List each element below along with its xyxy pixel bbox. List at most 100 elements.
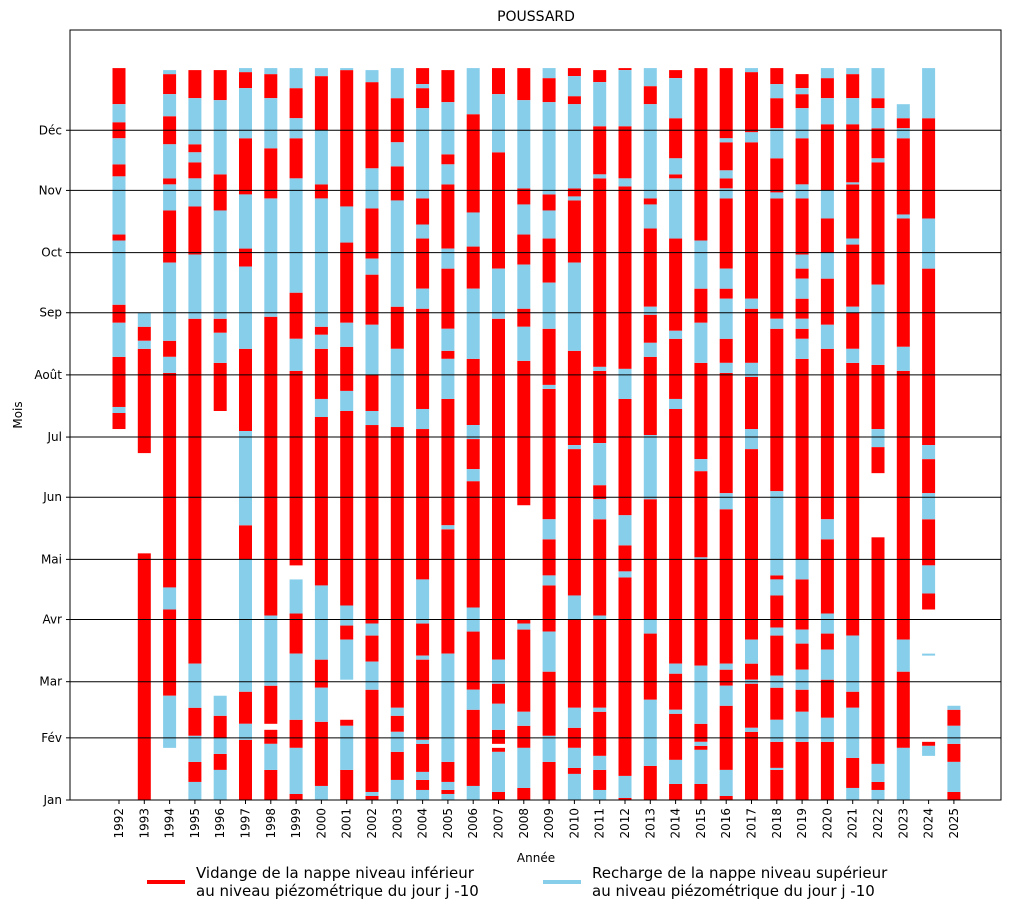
segment: [922, 268, 936, 446]
segment: [922, 493, 936, 520]
segment: [365, 374, 379, 411]
segment: [365, 168, 379, 209]
segment: [745, 639, 758, 664]
segment: [820, 717, 834, 742]
segment: [314, 334, 328, 349]
segment: [567, 262, 581, 351]
segment: [466, 425, 480, 440]
segment: [517, 787, 531, 800]
x-tick-label: 2021: [846, 808, 860, 839]
segment: [492, 68, 505, 95]
segment: [618, 577, 632, 776]
segment: [239, 68, 252, 73]
segment: [643, 633, 657, 700]
segment: [365, 258, 379, 275]
segment: [314, 68, 328, 77]
plot-frame: [69, 29, 1002, 801]
segment: [618, 398, 632, 516]
segment: [871, 364, 885, 430]
segment: [163, 356, 177, 373]
segment: [846, 238, 860, 245]
segment: [643, 228, 657, 307]
segment: [795, 74, 809, 89]
segment: [466, 246, 480, 289]
segment: [846, 182, 860, 185]
segment: [896, 671, 910, 748]
segment: [239, 723, 252, 740]
segment: [314, 130, 328, 185]
segment: [314, 348, 328, 399]
segment: [239, 431, 252, 526]
segment: [795, 711, 809, 742]
segment: [289, 653, 303, 720]
segment: [264, 148, 278, 199]
segment: [795, 138, 809, 185]
segment: [416, 655, 430, 660]
segment: [466, 709, 480, 786]
segment: [542, 519, 556, 540]
x-tick-label: 1998: [264, 808, 278, 839]
segment: [517, 629, 531, 712]
segment: [846, 348, 860, 363]
segment: [542, 68, 556, 79]
segment: [416, 288, 430, 309]
segment: [542, 585, 556, 632]
segment: [416, 429, 430, 580]
segment: [770, 595, 784, 628]
segment: [112, 322, 126, 357]
segment: [163, 210, 177, 263]
segment: [542, 631, 556, 672]
segment: [441, 525, 455, 530]
segment: [820, 649, 834, 680]
segment: [340, 769, 354, 800]
segment: [719, 795, 733, 800]
segment: [390, 715, 404, 732]
segment: [669, 713, 683, 760]
segment: [745, 727, 758, 732]
segment: [542, 78, 556, 103]
segment: [517, 264, 531, 309]
segment: [492, 268, 505, 319]
segment: [795, 268, 809, 279]
segment: [466, 469, 480, 482]
segment: [441, 761, 455, 782]
segment: [188, 98, 202, 145]
segment: [517, 68, 531, 101]
segment: [922, 741, 936, 746]
segment: [947, 761, 961, 792]
segment: [390, 731, 404, 752]
segment: [618, 797, 632, 800]
segment: [112, 356, 126, 407]
segment: [846, 184, 860, 239]
segment: [517, 326, 531, 361]
segment: [643, 86, 657, 105]
segment: [694, 749, 708, 784]
segment: [264, 769, 278, 800]
segment: [618, 775, 632, 798]
segment: [820, 324, 834, 349]
segment: [643, 619, 657, 634]
segment: [542, 210, 556, 239]
segment: [416, 771, 430, 780]
segment: [542, 282, 556, 329]
segment: [441, 398, 455, 526]
segment: [694, 559, 708, 666]
segment: [896, 128, 910, 139]
segment: [643, 314, 657, 343]
segment: [340, 390, 354, 411]
segment: [669, 158, 683, 175]
segment: [719, 142, 733, 171]
segment: [643, 765, 657, 800]
segment: [264, 98, 278, 149]
x-tick-label: 2001: [340, 808, 354, 839]
segment: [795, 278, 809, 299]
segment: [770, 98, 784, 129]
segment: [213, 715, 227, 738]
segment: [416, 779, 430, 790]
segment: [441, 789, 455, 794]
segment: [289, 747, 303, 794]
segment: [820, 68, 834, 79]
segment: [669, 70, 683, 79]
segment: [719, 669, 733, 686]
